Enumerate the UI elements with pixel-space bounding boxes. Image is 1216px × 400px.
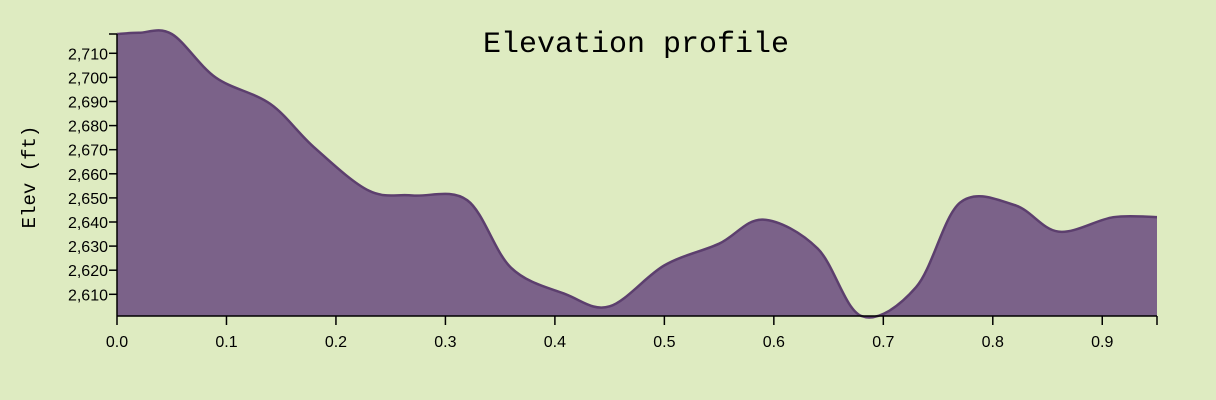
y-tick-label: 2,630 [68,239,108,256]
y-tick-label: 2,670 [68,143,108,160]
elevation-line [116,29,1158,319]
y-tick-label: 2,620 [68,263,108,280]
y-tick-label: 2,650 [68,191,108,208]
elevation-area [117,30,1157,318]
y-tick-label: 2,700 [68,70,108,87]
y-tick-label: 2,610 [68,287,108,304]
x-tick-label: 0.8 [982,334,1004,351]
x-tick-label: 0.1 [215,334,237,351]
y-tick-label: 2,640 [68,215,108,232]
x-tick-label: 0.9 [1091,334,1113,351]
x-tick-label: 0.0 [106,334,128,351]
y-tick-label: 2,660 [68,167,108,184]
y-tick-label: 2,680 [68,119,108,136]
x-tick-label: 0.5 [653,334,675,351]
x-tick-label: 0.4 [544,334,566,351]
x-tick-label: 0.3 [434,334,456,351]
chart-title: Elevation profile [483,28,789,62]
y-tick-label: 2,690 [68,94,108,111]
x-tick-label: 0.2 [325,334,347,351]
x-tick-label: 0.6 [763,334,785,351]
y-axis-label: Elev (ft) [19,126,41,229]
x-tick-label: 0.7 [872,334,894,351]
y-tick-label: 2,710 [68,46,108,63]
plot-area [116,29,1158,319]
axes: 2,610 2,620 2,630 2,640 2,650 2,660 2,670 2,680… [68,33,1158,351]
